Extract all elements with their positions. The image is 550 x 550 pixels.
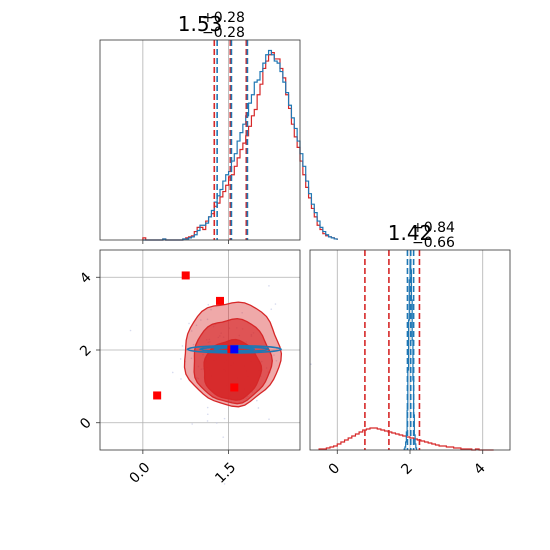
hist-x-red-series [142, 52, 338, 241]
joint-sample-point [273, 354, 275, 356]
hist-y-ticks: 0 2 4 [326, 450, 489, 478]
joint-red-marker [181, 271, 190, 280]
joint-sample-point [268, 285, 270, 287]
joint-sample-point [129, 329, 132, 332]
joint-red-marker [216, 296, 224, 305]
hist-y-title: 1.42 [388, 221, 433, 245]
joint-sample-point [190, 330, 193, 332]
joint-blue-marker [230, 345, 239, 354]
joint-sample-point [210, 308, 212, 311]
hist-y-title-plus: +0.84 [412, 220, 455, 236]
joint-sample-point [207, 303, 210, 306]
hist-y-xtick-label: 4 [471, 460, 489, 478]
hist-y-quantile-lines [364, 250, 421, 450]
joint-red-marker [230, 383, 239, 392]
joint-xtick-label: 0.0 [126, 460, 153, 487]
hist-y-red-series [318, 427, 494, 451]
joint-sample-point [275, 359, 278, 362]
hist-x-frame [99, 39, 301, 241]
joint-markers [153, 271, 239, 400]
joint-sample-point [190, 357, 193, 360]
joint-sample-point [270, 308, 273, 311]
joint-ytick-label: 4 [77, 269, 95, 287]
joint-sample-point [188, 322, 190, 325]
joint-red-contours [183, 301, 283, 408]
joint-sample-point [206, 406, 209, 409]
hist-x-title-minus: −0.28 [202, 25, 245, 41]
joint-sample-point [179, 358, 182, 360]
joint-sample-point [192, 343, 195, 346]
joint-red-marker [153, 391, 162, 400]
joint-sample-point [191, 423, 193, 425]
hist-y-xtick-label: 0 [326, 460, 344, 478]
hist-y-xtick-label: 2 [398, 460, 416, 478]
joint-sample-point [200, 319, 202, 321]
hist-y-panel: 1.42 +0.84 −0.66 0 2 4 [309, 220, 511, 478]
joint-sample-point [268, 418, 270, 421]
joint-sample-point [223, 483, 226, 485]
joint-xtick-label: 1.5 [212, 460, 239, 487]
joint-sample-point [195, 324, 198, 327]
joint-ytick-label: 0 [77, 415, 95, 433]
joint-sample-point [206, 420, 209, 422]
joint-sample-point [257, 407, 260, 409]
joint-sample-point [274, 303, 277, 305]
joint-red-contour-inner [203, 338, 263, 401]
hist-x-quantile-lines [213, 40, 249, 240]
hist-x-blue-series [142, 49, 338, 241]
hist-y-title-value: 1.42 [388, 221, 433, 245]
joint-sample-point [171, 371, 174, 374]
joint-panel: 0.0 1.5 0 2 4 [77, 249, 312, 487]
hist-x-title-plus: +0.28 [202, 10, 245, 26]
joint-sample-point [215, 422, 218, 424]
hist-x-ticks [142, 240, 229, 244]
joint-sample-point [222, 436, 225, 438]
joint-sample-point [206, 413, 209, 416]
hist-x-title-value: 1.53 [178, 12, 223, 36]
hist-y-title-minus: −0.66 [412, 235, 455, 251]
joint-sample-point [256, 399, 258, 402]
joint-sample-point [206, 318, 209, 321]
joint-sample-point [241, 311, 243, 314]
hist-x-title: 1.53 [178, 12, 223, 36]
hist-x-panel: 1.53 +0.28 −0.28 [99, 10, 338, 244]
joint-ytick-label: 2 [77, 342, 95, 360]
joint-sample-point [181, 345, 184, 347]
joint-sample-point [223, 417, 226, 420]
hist-x-grid [142, 40, 229, 240]
joint-sample-point [180, 378, 182, 380]
joint-sample-point [310, 363, 312, 366]
